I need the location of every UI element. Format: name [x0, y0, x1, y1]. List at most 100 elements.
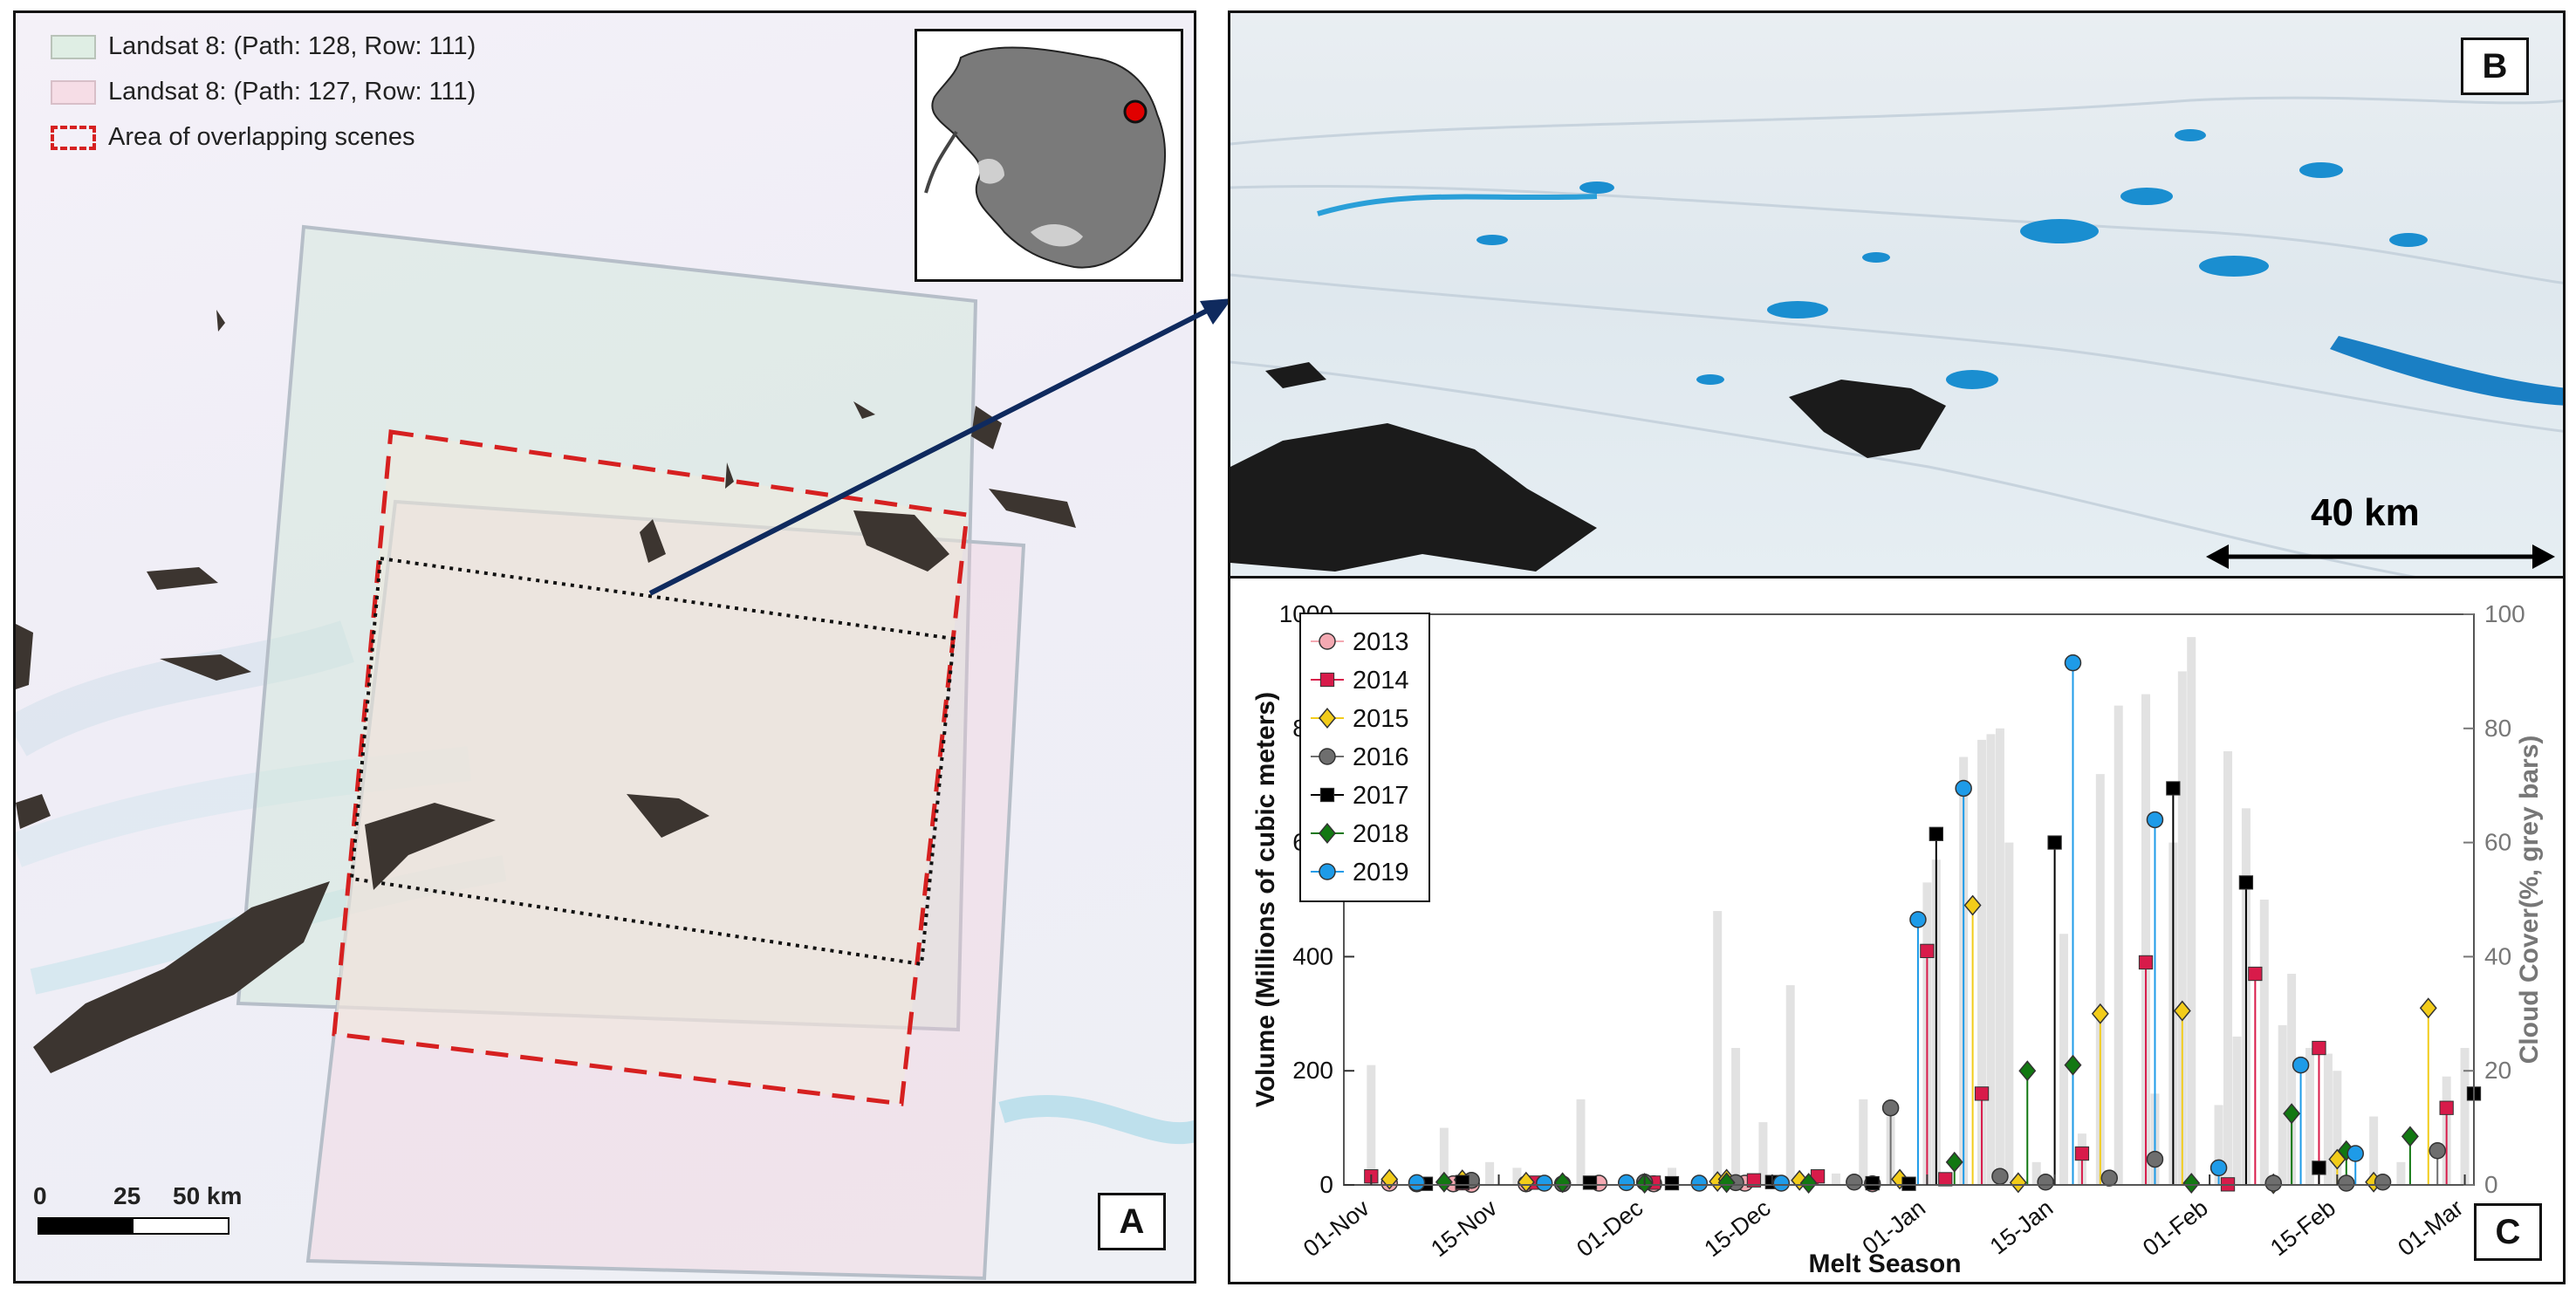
panel-b-scale-arrow — [2206, 544, 2555, 569]
x-tick-label: 01-Nov — [1298, 1195, 1374, 1263]
marker-2017 — [2166, 781, 2181, 796]
cloud-cover-bar — [1977, 739, 1987, 1185]
ice-flow-streak — [16, 620, 354, 757]
ice-shelf-shape — [978, 158, 1004, 184]
y2-tick-label: 100 — [2484, 600, 2525, 627]
panel-a-map: Landsat 8: (Path: 128, Row: 111) Landsat… — [13, 10, 1196, 1284]
legend-label-2013: 2013 — [1353, 628, 1409, 656]
scale-bar-graphic — [38, 1217, 230, 1235]
marker-2016 — [1881, 1099, 1900, 1117]
marker-2019 — [1955, 779, 1972, 798]
cloud-cover-bar — [2187, 637, 2196, 1185]
marker-2019 — [2346, 1145, 2364, 1162]
study-site-marker — [1123, 99, 1148, 124]
cloud-cover-bar — [1439, 1127, 1449, 1185]
cloud-cover-bar — [2177, 671, 2187, 1185]
x-tick-label: 01-Mar — [2393, 1195, 2468, 1261]
marker-2018 — [1435, 1171, 1453, 1193]
marker-2019 — [2209, 1159, 2228, 1177]
nunataks — [1230, 362, 1946, 572]
marker-2018 — [1717, 1172, 1736, 1194]
ice-shelf-shape — [1031, 223, 1083, 247]
marker-2017 — [1901, 1176, 1916, 1191]
meltwater-channel — [2330, 336, 2563, 406]
y2-tick-label: 80 — [2484, 715, 2511, 742]
marker-2019 — [1909, 911, 1927, 928]
marker-2015 — [1963, 894, 1982, 916]
marker-2014 — [1920, 943, 1935, 959]
legend-label-scene-127: Landsat 8: (Path: 127, Row: 111) — [108, 78, 476, 106]
cloud-cover-bar — [2232, 1036, 2242, 1185]
marker-2019 — [1408, 1174, 1426, 1192]
cloud-cover-bar — [1485, 1161, 1495, 1185]
legend-label-2018: 2018 — [1353, 820, 1409, 848]
marker-2014 — [2439, 1100, 2454, 1115]
x-tick-label: 15-Feb — [2265, 1195, 2340, 1261]
marker-2016 — [2100, 1169, 2119, 1187]
legend-marker-2018 — [1319, 823, 1336, 844]
legend-swatch-scene-127 — [51, 79, 96, 105]
y2-tick-label: 20 — [2484, 1057, 2511, 1084]
marker-2018 — [2064, 1054, 2082, 1076]
panel-c-chart: 0200400600800100002040608010001-Nov15-No… — [1228, 576, 2566, 1284]
x-tick-label: 01-Feb — [2138, 1195, 2213, 1261]
marker-2016 — [2429, 1142, 2446, 1160]
marker-2016 — [1846, 1173, 1863, 1191]
cloud-cover-bar — [1995, 728, 2004, 1185]
plot-frame — [1343, 613, 2475, 1186]
marker-2017 — [1582, 1175, 1598, 1190]
legend-label-2016: 2016 — [1353, 743, 1409, 771]
cloud-cover-bar — [2004, 842, 2014, 1185]
legend-label-scene-128: Landsat 8: (Path: 128, Row: 111) — [108, 32, 476, 60]
marker-2019 — [2064, 654, 2082, 672]
legend-label-2015: 2015 — [1353, 705, 1409, 733]
cloud-cover-bar — [2259, 900, 2269, 1185]
marker-2017 — [2238, 875, 2254, 890]
cloud-cover-bar — [1576, 1099, 1586, 1185]
marker-2018 — [1945, 1151, 1963, 1173]
cloud-cover-bar — [2323, 1053, 2333, 1185]
cloud-cover-bar — [2223, 750, 2233, 1185]
marker-2019 — [2292, 1056, 2310, 1074]
x-tick-label: 15-Jan — [1985, 1195, 2059, 1259]
marker-2016 — [2374, 1173, 2392, 1191]
meltwater-streak — [998, 1094, 1194, 1145]
cloud-cover-bar — [1831, 1173, 1840, 1185]
cloud-cover-bar — [1367, 1065, 1376, 1185]
antarctica-shape — [931, 46, 1167, 269]
legend-label-overlap: Area of overlapping scenes — [108, 123, 415, 151]
cloud-cover-bar — [1512, 1167, 1522, 1185]
marker-2015 — [2419, 997, 2437, 1019]
cloud-cover-bar — [2095, 774, 2105, 1185]
antarctica-inset — [915, 29, 1183, 282]
marker-2018 — [2401, 1126, 2419, 1147]
panel-a-letter: A — [1098, 1193, 1166, 1250]
cloud-cover-bar — [2287, 974, 2297, 1185]
marker-2015 — [2091, 1003, 2109, 1024]
x-axis-label: Melt Season — [1808, 1249, 1961, 1278]
marker-2017 — [2312, 1160, 2326, 1175]
scale-tick-50: 50 km — [173, 1182, 243, 1209]
legend-box — [1299, 613, 1430, 902]
marker-2016 — [2264, 1174, 2282, 1192]
cloud-cover-bar — [2059, 934, 2069, 1185]
cloud-cover-bar — [2214, 1105, 2223, 1185]
cloud-cover-bar — [1758, 1122, 1768, 1185]
cloud-cover-bar — [2141, 694, 2151, 1185]
marker-2016 — [2037, 1173, 2054, 1191]
legend-swatch-scene-128 — [51, 34, 96, 59]
antarctica-inset-map — [924, 46, 1167, 269]
meltwater-stream — [1317, 194, 1598, 216]
marker-2018 — [1799, 1173, 1818, 1195]
scale-tick-25: 25 — [113, 1182, 141, 1209]
meltwater-lakes — [1476, 129, 2428, 389]
marker-2015 — [1517, 1171, 1535, 1193]
marker-2016 — [1991, 1167, 2009, 1185]
legend-item-overlap: Area of overlapping scenes — [51, 123, 414, 152]
marker-2019 — [2146, 811, 2164, 829]
marker-2015 — [2173, 1000, 2191, 1022]
legend-swatch-overlap — [51, 125, 96, 150]
marker-2019 — [1772, 1174, 1791, 1192]
cloud-cover-bar — [1713, 911, 1723, 1185]
legend-label-2017: 2017 — [1353, 782, 1409, 810]
